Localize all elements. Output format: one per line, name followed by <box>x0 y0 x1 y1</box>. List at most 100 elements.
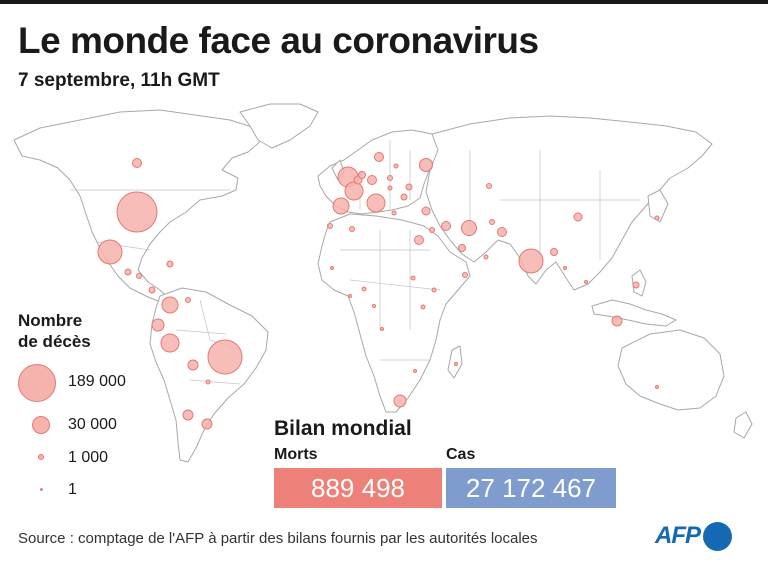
bubble-chile <box>182 409 194 421</box>
bubble-paraguay <box>205 379 211 385</box>
legend-item-medium: 30 000 <box>0 414 160 454</box>
philippines <box>631 269 647 297</box>
afp-logo-text: AFP <box>655 522 701 549</box>
bubble-bolivia <box>187 359 199 371</box>
bubble-ecuador <box>151 318 165 332</box>
legend-circle-medium <box>32 416 50 434</box>
legend-title-line1: Nombre <box>18 311 83 330</box>
madagascar <box>447 345 463 379</box>
bubble-usa <box>116 191 158 233</box>
bubble-argentina <box>201 418 213 430</box>
bubble-romania <box>400 193 408 201</box>
afp-logo: AFP <box>655 521 732 551</box>
legend-item-large: 189 000 <box>0 362 160 402</box>
bubble-poland <box>387 175 393 181</box>
legend-label-small: 1 000 <box>68 449 109 466</box>
bubble-oman <box>483 254 489 260</box>
bubble-yemen <box>462 272 468 278</box>
page-title: Le monde face au coronavirus <box>18 20 539 61</box>
japan <box>647 189 669 223</box>
morts-value: 889 498 <box>311 472 405 503</box>
legend-item-small: 1 000 <box>0 448 160 488</box>
morts-label: Morts <box>274 446 318 463</box>
bubble-panama <box>148 286 156 294</box>
bubble-japan <box>654 215 660 221</box>
bubble-germany <box>367 175 377 185</box>
legend-label-tiny: 1 <box>68 481 77 498</box>
bubble-pakistan <box>497 227 507 237</box>
bubble-drc <box>380 327 384 331</box>
legend-circle-small <box>38 454 44 460</box>
cas-label: Cas <box>446 446 476 463</box>
bubble-spain <box>332 197 350 215</box>
bubble-bangladesh <box>550 248 558 256</box>
world-map <box>13 103 753 463</box>
page-subtitle: 7 septembre, 11h GMT <box>18 70 220 91</box>
bubble-ukraine <box>405 183 413 191</box>
legend-item-tiny: 1 <box>0 480 160 520</box>
cas-value: 27 172 467 <box>465 472 597 503</box>
bubble-honduras <box>136 273 142 279</box>
bubble-belarus <box>393 163 399 169</box>
bubble-brazil <box>207 339 243 375</box>
bubble-afghanistan <box>489 219 495 225</box>
bubble-venezuela <box>185 297 191 303</box>
bubble-peru <box>160 333 180 353</box>
top-rule <box>0 0 768 4</box>
bilan-title: Bilan mondial <box>274 417 412 440</box>
bubble-india <box>518 248 544 274</box>
morts-value-box: 889 498 <box>274 468 442 508</box>
bubble-colombia <box>161 296 179 314</box>
bubble-turkey <box>421 206 431 216</box>
death-bubbles <box>97 152 660 430</box>
afp-logo-dot-icon <box>703 521 732 551</box>
bubble-australia <box>655 385 659 389</box>
bubble-italy <box>366 193 386 213</box>
bubble-saudi <box>458 244 466 252</box>
bubble-nigeria <box>361 286 367 292</box>
bubble-greece <box>391 210 397 216</box>
bubble-egypt <box>414 235 424 245</box>
bubble-morocco <box>327 223 333 229</box>
legend-title-line2: de décès <box>18 332 91 351</box>
bubble-canada <box>132 158 142 168</box>
bubble-vietnam <box>584 280 588 284</box>
bubble-netherlands <box>358 171 366 179</box>
bubble-myanmar <box>563 266 567 270</box>
south-america <box>149 287 269 463</box>
bubble-madagascar <box>454 362 458 366</box>
legend-circle-large <box>18 364 56 402</box>
bubble-algeria <box>349 226 355 232</box>
bubble-indonesia <box>611 315 623 327</box>
bubble-sudan <box>410 275 416 281</box>
legend-circle-tiny <box>40 488 43 491</box>
bubble-russia <box>419 158 433 172</box>
bubble-guatemala <box>124 268 132 276</box>
legend-label-large: 189 000 <box>68 373 126 390</box>
bubble-senegal <box>330 266 334 270</box>
bubble-kazakhstan <box>486 183 492 189</box>
bubble-ghana <box>348 294 352 298</box>
bubble-philippines <box>632 281 640 289</box>
australia <box>617 329 725 411</box>
cas-value-box: 27 172 467 <box>446 468 616 508</box>
new-zealand <box>733 411 753 439</box>
sea-islands <box>591 299 677 327</box>
bubble-france <box>344 181 364 201</box>
bubble-iraq <box>441 221 451 231</box>
bubble-south-africa <box>393 394 407 408</box>
legend-title: Nombre de décès <box>18 310 128 352</box>
bubble-china <box>573 212 583 222</box>
source-note: Source : comptage de l'AFP à partir des … <box>18 530 538 547</box>
bubble-dominican <box>166 260 174 268</box>
bubble-mozambique <box>413 369 417 373</box>
bubble-sweden <box>374 152 384 162</box>
bubble-mexico <box>97 239 123 265</box>
bubble-israel <box>429 227 435 233</box>
continents <box>13 103 753 463</box>
asia <box>425 115 713 291</box>
bubble-cameroon <box>372 304 376 308</box>
legend-label-medium: 30 000 <box>68 416 117 433</box>
bubble-hungary <box>387 185 393 191</box>
bubble-ethiopia <box>431 287 437 293</box>
